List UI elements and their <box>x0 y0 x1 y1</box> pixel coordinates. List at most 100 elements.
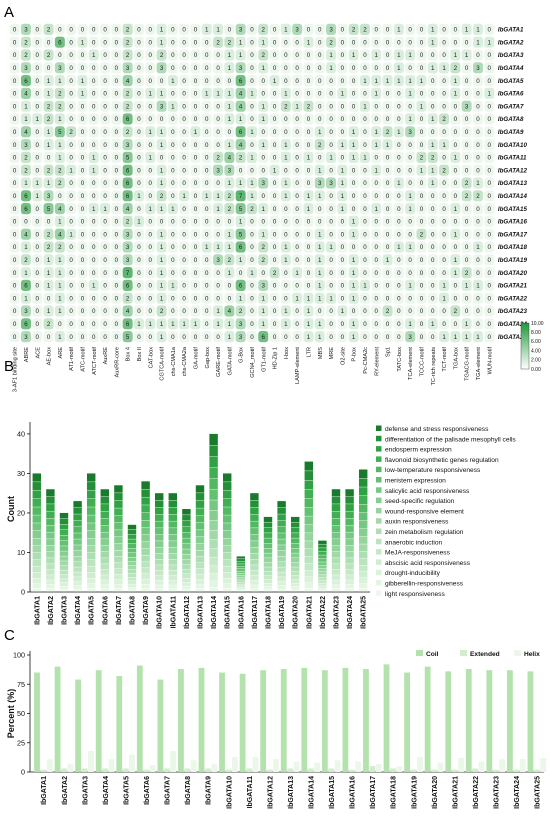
bar-segment <box>154 507 164 515</box>
bar-segment <box>304 471 314 481</box>
heatmap-cell <box>133 305 144 317</box>
heatmap-cell <box>100 164 111 176</box>
heatmap-cell-value: 0 <box>262 219 266 226</box>
heatmap-cell <box>20 62 31 74</box>
heatmap-cell <box>77 254 88 266</box>
heatmap-cell <box>303 215 314 227</box>
heatmap-cell <box>461 254 472 266</box>
heatmap-cell <box>416 151 427 163</box>
heatmap-cell-value: 1 <box>284 91 288 98</box>
bar-segment <box>154 541 164 547</box>
heatmap-cell-value: 0 <box>386 193 390 200</box>
heatmap-cell-value: 0 <box>363 244 367 251</box>
bar-segment <box>345 564 354 570</box>
heatmap-cell-value: 0 <box>13 116 17 123</box>
heatmap-cell <box>326 292 337 304</box>
heatmap-cell-value: 0 <box>476 103 480 110</box>
heatmap-cell-value: 5 <box>126 155 130 162</box>
bar-segment <box>86 566 96 573</box>
heatmap-cell-value: 0 <box>216 65 220 72</box>
heatmap-cell <box>77 331 88 343</box>
bar-segment <box>195 574 205 580</box>
bar-segment <box>331 504 341 511</box>
heatmap-cell-value: 0 <box>171 27 175 34</box>
bar-segment <box>59 529 69 536</box>
bar-segment <box>73 556 82 562</box>
heatmap-cell-value: 0 <box>341 129 345 136</box>
heatmap-cell <box>280 164 291 176</box>
heatmap-cell-value: 0 <box>454 39 458 46</box>
heatmap-cell-value: 0 <box>81 129 85 136</box>
bar-segment <box>304 461 314 471</box>
heatmap-cell-value: 0 <box>488 65 492 72</box>
heatmap-cell-value: 1 <box>47 180 51 187</box>
heatmap-cell-value: 1 <box>58 270 62 277</box>
heatmap-cell-value: 2 <box>58 91 62 98</box>
heatmap-cell <box>326 151 337 163</box>
bar-segment <box>222 538 232 546</box>
heatmap-cell-value: 3 <box>318 180 322 187</box>
heatmap-cell <box>77 267 88 279</box>
x-category-label: IbGATA12 <box>267 776 274 809</box>
heatmap-cell <box>201 87 212 99</box>
heatmap-cell <box>292 203 303 215</box>
bar-segment <box>59 556 69 561</box>
heatmap-cell-value: 2 <box>420 231 424 238</box>
heatmap-cell <box>371 87 382 99</box>
bar-segment <box>73 526 82 533</box>
heatmap-cell <box>427 151 438 163</box>
heatmap-cell <box>54 100 65 112</box>
heatmap-cell-value: 0 <box>386 321 390 328</box>
heatmap-cell-value: 0 <box>24 219 28 226</box>
bar <box>280 669 287 772</box>
heatmap-column-label: TGA-box <box>453 347 459 370</box>
heatmap-cell-value: 1 <box>228 334 232 341</box>
bar <box>287 768 294 772</box>
heatmap-cell <box>371 113 382 125</box>
x-category-label: IbGATA6 <box>144 776 151 805</box>
bar-segment <box>222 490 232 499</box>
heatmap-cell <box>156 87 167 99</box>
heatmap-cell-value: 0 <box>307 219 311 226</box>
heatmap-cell-value: 0 <box>149 295 153 302</box>
heatmap-cell <box>133 318 144 330</box>
heatmap-cell-value: 1 <box>307 193 311 200</box>
heatmap-cell-value: 0 <box>115 270 119 277</box>
heatmap-cell <box>472 151 483 163</box>
heatmap-cell-value: 0 <box>81 193 85 200</box>
bar-segment <box>358 551 368 559</box>
heatmap-cell-value: 6 <box>24 283 28 290</box>
heatmap-cell <box>145 292 156 304</box>
heatmap-cell-value: 2 <box>126 103 130 110</box>
heatmap-cell <box>393 292 404 304</box>
heatmap-cell <box>405 49 416 61</box>
heatmap-cell <box>224 203 235 215</box>
x-category-label: IbGATA23 <box>334 596 341 629</box>
heatmap-cell <box>461 331 472 343</box>
heatmap-cell <box>20 113 31 125</box>
heatmap-cell-value: 0 <box>273 231 277 238</box>
bar-segment <box>100 504 110 511</box>
bar-segment <box>250 585 259 589</box>
bar-segment <box>236 587 246 590</box>
heatmap-cell-value: 1 <box>318 295 322 302</box>
heatmap-cell-value: 1 <box>250 129 254 136</box>
heatmap-cell-value: 0 <box>137 65 141 72</box>
heatmap-cell-value: 1 <box>307 308 311 315</box>
bar-segment <box>46 511 55 519</box>
heatmap-cell-value: 3 <box>329 27 333 34</box>
heatmap-cell <box>393 331 404 343</box>
heatmap-cell <box>20 318 31 330</box>
heatmap-cell-value: 2 <box>24 155 28 162</box>
heatmap-cell <box>213 87 224 99</box>
heatmap-cell <box>292 75 303 87</box>
heatmap-cell <box>326 318 337 330</box>
heatmap-cell-value: 1 <box>228 244 232 251</box>
heatmap-cell <box>450 100 461 112</box>
heatmap-cell-value: 0 <box>420 206 424 213</box>
heatmap-cell-value: 2 <box>126 129 130 136</box>
heatmap-cell-value: 0 <box>47 65 51 72</box>
heatmap-cell-value: 0 <box>420 129 424 136</box>
heatmap-cell <box>348 203 359 215</box>
heatmap-cell-value: 1 <box>216 27 220 34</box>
